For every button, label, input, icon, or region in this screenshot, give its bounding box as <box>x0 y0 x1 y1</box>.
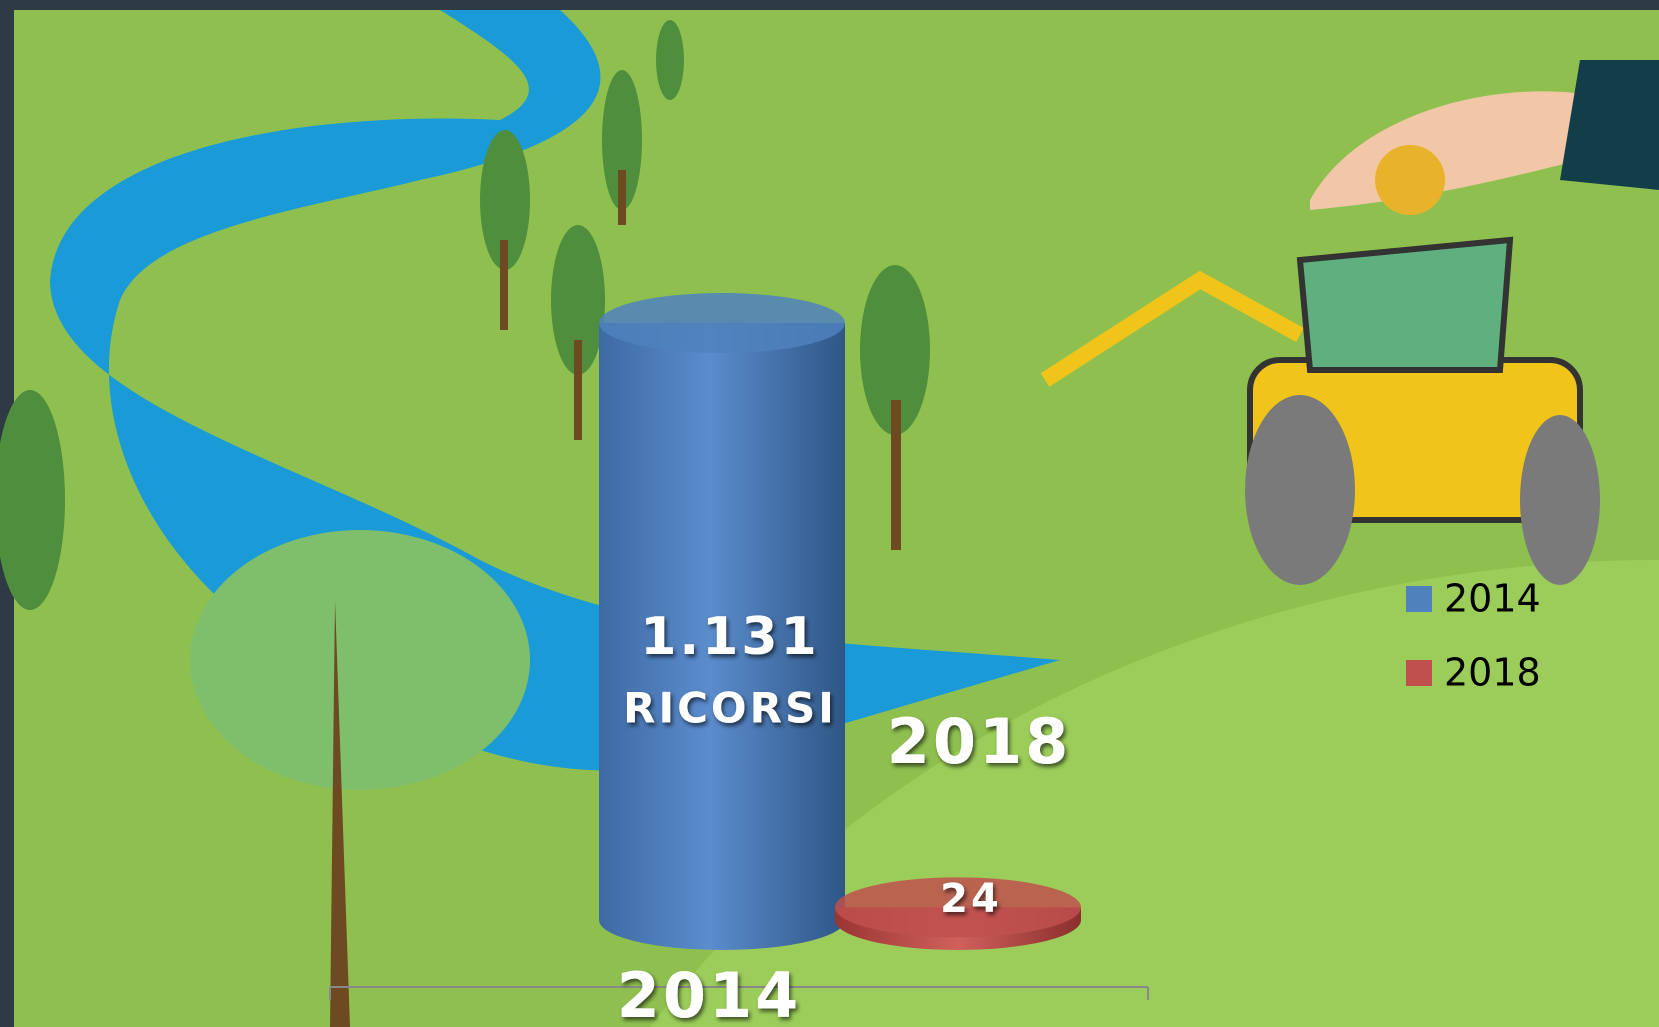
value-label: 1.131 <box>640 607 819 667</box>
page: 1.131RICORSI242014201820142018 (() => { … <box>0 0 1659 1027</box>
legend-swatch <box>1406 586 1432 612</box>
chart: 1.131 RICORSI 24 2014 2018 2014 2018 <box>0 0 1659 1027</box>
legend-label: 2014 <box>1444 577 1541 621</box>
legend-swatch <box>1406 660 1432 686</box>
category-label: 2014 <box>617 959 802 1027</box>
category-label: 2018 <box>887 705 1072 778</box>
legend-label: 2018 <box>1444 651 1541 695</box>
cylinder-top <box>599 293 845 353</box>
annotation: RICORSI <box>623 684 837 733</box>
value-label: 24 <box>940 876 1002 922</box>
